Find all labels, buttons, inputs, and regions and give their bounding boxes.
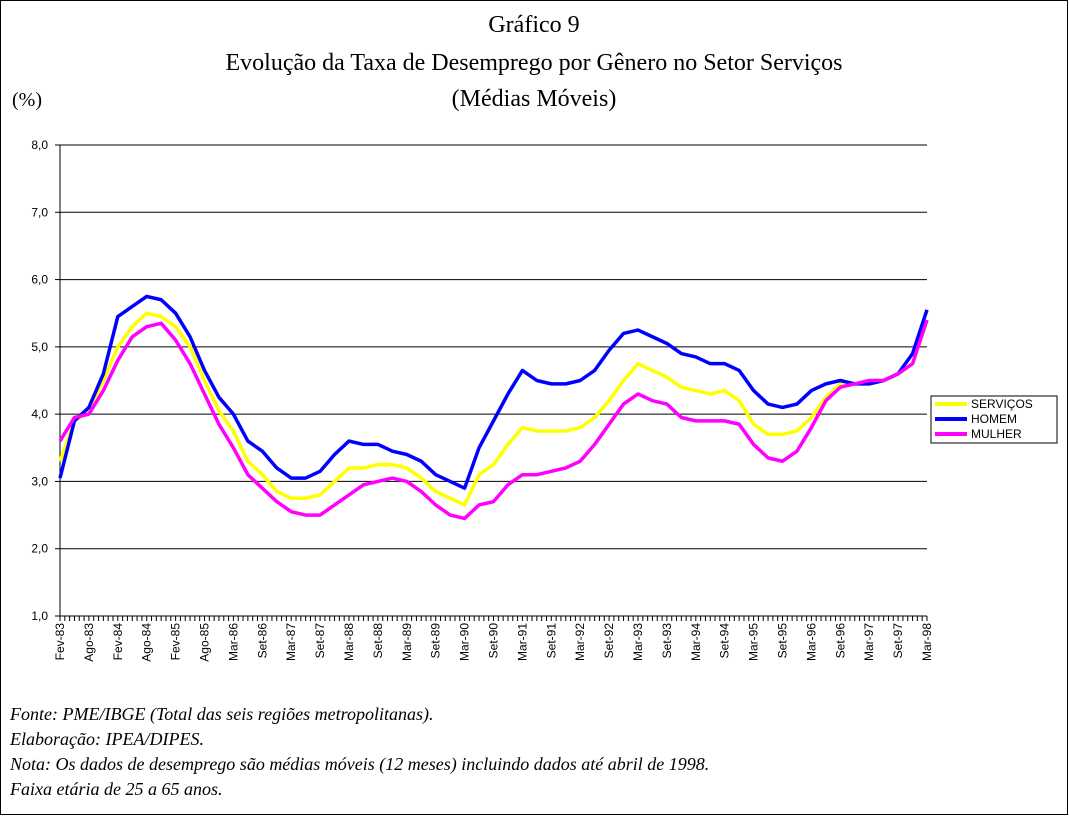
x-tick-label: Set-93	[660, 623, 674, 659]
y-tick-label: 8,0	[31, 138, 48, 152]
x-tick-label: Mar-95	[747, 623, 761, 661]
y-tick-label: 7,0	[31, 205, 48, 219]
series-line	[58, 319, 929, 521]
note: Fonte: PME/IBGE (Total das seis regiões …	[9, 704, 433, 725]
x-tick-label: Fev-85	[169, 623, 183, 661]
legend-label: SERVIÇOS	[971, 397, 1033, 411]
y-tick-label: 2,0	[31, 542, 48, 556]
x-tick-label: Set-89	[429, 623, 443, 659]
x-tick-label: Set-94	[718, 623, 732, 659]
x-tick-label: Set-95	[776, 623, 790, 659]
x-tick-label: Mar-86	[226, 623, 240, 661]
chart-title: Gráfico 9	[488, 12, 579, 38]
x-tick-label: Mar-94	[689, 623, 703, 661]
x-tick-label: Set-91	[544, 623, 558, 659]
y-tick-label: 6,0	[31, 273, 48, 287]
x-tick-label: Mar-98	[920, 623, 934, 661]
chart-subtitle: Evolução da Taxa de Desemprego por Gêner…	[225, 50, 842, 76]
x-tick-label: Mar-96	[804, 623, 818, 661]
x-tick-label: Set-87	[313, 623, 327, 659]
x-tick-label: Fev-83	[53, 623, 67, 661]
x-tick-label: Mar-91	[515, 623, 529, 661]
note: Nota: Os dados de desemprego são médias …	[9, 754, 709, 775]
x-tick-label: Mar-93	[631, 623, 645, 661]
x-tick-label: Set-97	[891, 623, 905, 659]
x-tick-label: Mar-90	[458, 623, 472, 661]
legend-label: MULHER	[971, 427, 1022, 441]
chart-subtitle: (Médias Móveis)	[452, 86, 617, 112]
x-tick-label: Set-92	[602, 623, 616, 659]
legend-label: HOMEM	[971, 412, 1017, 426]
x-tick-label: Fev-84	[111, 623, 125, 661]
x-tick-label: Mar-88	[342, 623, 356, 661]
y-tick-label: 5,0	[31, 340, 48, 354]
x-tick-label: Mar-92	[573, 623, 587, 661]
x-tick-label: Ago-85	[198, 623, 212, 662]
x-tick-label: Mar-89	[400, 623, 414, 661]
x-tick-label: Ago-83	[82, 623, 96, 662]
x-tick-label: Mar-87	[284, 623, 298, 661]
x-tick-label: Set-96	[833, 623, 847, 659]
x-tick-label: Set-88	[371, 623, 385, 659]
note: Elaboração: IPEA/DIPES.	[9, 729, 204, 749]
x-tick-label: Ago-84	[140, 623, 154, 662]
x-tick-label: Set-86	[255, 623, 269, 659]
x-tick-label: Set-90	[487, 623, 501, 659]
series-line	[58, 311, 929, 507]
y-tick-label: 3,0	[31, 474, 48, 488]
y-tick-label: 1,0	[31, 609, 48, 623]
x-tick-label: Mar-97	[862, 623, 876, 661]
note: Faixa etária de 25 a 65 anos.	[9, 779, 222, 799]
y-axis-label: (%)	[12, 89, 42, 111]
series-line	[58, 294, 929, 490]
y-tick-label: 4,0	[31, 407, 48, 421]
